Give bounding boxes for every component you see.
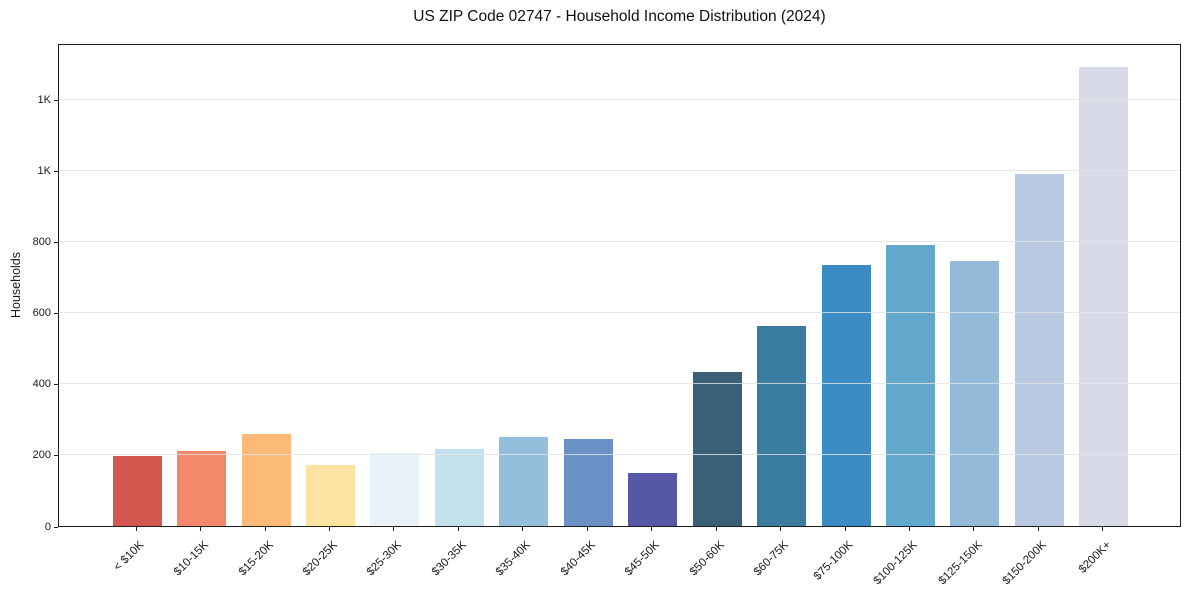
- y-tick-mark-400: [54, 384, 58, 386]
- bar-10-15k: [177, 451, 227, 526]
- x-tick-mark-3: [329, 527, 331, 531]
- bar-40-45k: [563, 439, 613, 526]
- x-tick-mark-2: [264, 527, 266, 531]
- bar-45-50k: [628, 472, 678, 526]
- bar-75-100k: [821, 265, 871, 526]
- bar-35-40k: [499, 436, 549, 526]
- bar-200k+: [1079, 66, 1129, 526]
- x-tick-mark-15: [1102, 527, 1104, 531]
- chart-title: US ZIP Code 02747 - Household Income Dis…: [413, 8, 826, 25]
- bar-60-75k: [757, 326, 807, 526]
- x-tick-mark-10: [780, 527, 782, 531]
- bar-100-125k: [885, 245, 935, 526]
- y-tick-mark-800: [54, 242, 58, 244]
- y-tick-label-600: 600: [32, 307, 51, 320]
- bar-20-25k: [306, 464, 356, 526]
- x-tick-mark-12: [908, 527, 910, 531]
- y-tick-mark-0: [54, 526, 58, 528]
- x-tick-mark-14: [1037, 527, 1039, 531]
- bar-15-20k: [241, 434, 291, 526]
- bar-150-200k: [1014, 174, 1064, 526]
- x-tick-mark-11: [844, 527, 846, 531]
- y-tick-label-1200: 1K: [37, 94, 51, 107]
- x-tick-mark-0: [135, 527, 137, 531]
- y-tick-label-0: 0: [44, 520, 51, 533]
- x-tick-mark-4: [393, 527, 395, 531]
- gridline-600: [59, 311, 1180, 313]
- x-tick-label-text: $200K+: [1076, 539, 1114, 576]
- y-tick-mark-1000: [54, 171, 58, 173]
- x-tick-mark-7: [586, 527, 588, 531]
- gridline-1000: [59, 169, 1180, 171]
- y-tick-label-200: 200: [32, 449, 51, 462]
- y-tick-mark-600: [54, 313, 58, 315]
- x-tick-mark-9: [715, 527, 717, 531]
- bar-10k: [112, 456, 162, 526]
- x-tick-mark-5: [457, 527, 459, 531]
- gridline-400: [59, 382, 1180, 384]
- y-tick-label-1000: 1K: [37, 165, 51, 178]
- gridline-800: [59, 240, 1180, 242]
- bar-50-60k: [692, 371, 742, 526]
- bar-25-30k: [370, 452, 420, 526]
- x-tick-mark-8: [651, 527, 653, 531]
- x-tick-mark-1: [200, 527, 202, 531]
- x-tick-label-15: $200K+: [905, 535, 1114, 576]
- y-tick-label-400: 400: [32, 378, 51, 391]
- gridline-200: [59, 453, 1180, 455]
- x-tick-mark-13: [973, 527, 975, 531]
- bar-30-35k: [434, 448, 484, 526]
- bar-125-150k: [950, 260, 1000, 526]
- x-tick-mark-6: [522, 527, 524, 531]
- y-tick-mark-1200: [54, 100, 58, 102]
- plot-area: [58, 44, 1181, 527]
- y-tick-mark-200: [54, 455, 58, 457]
- y-tick-label-800: 800: [32, 236, 51, 249]
- gridline-1200: [59, 98, 1180, 100]
